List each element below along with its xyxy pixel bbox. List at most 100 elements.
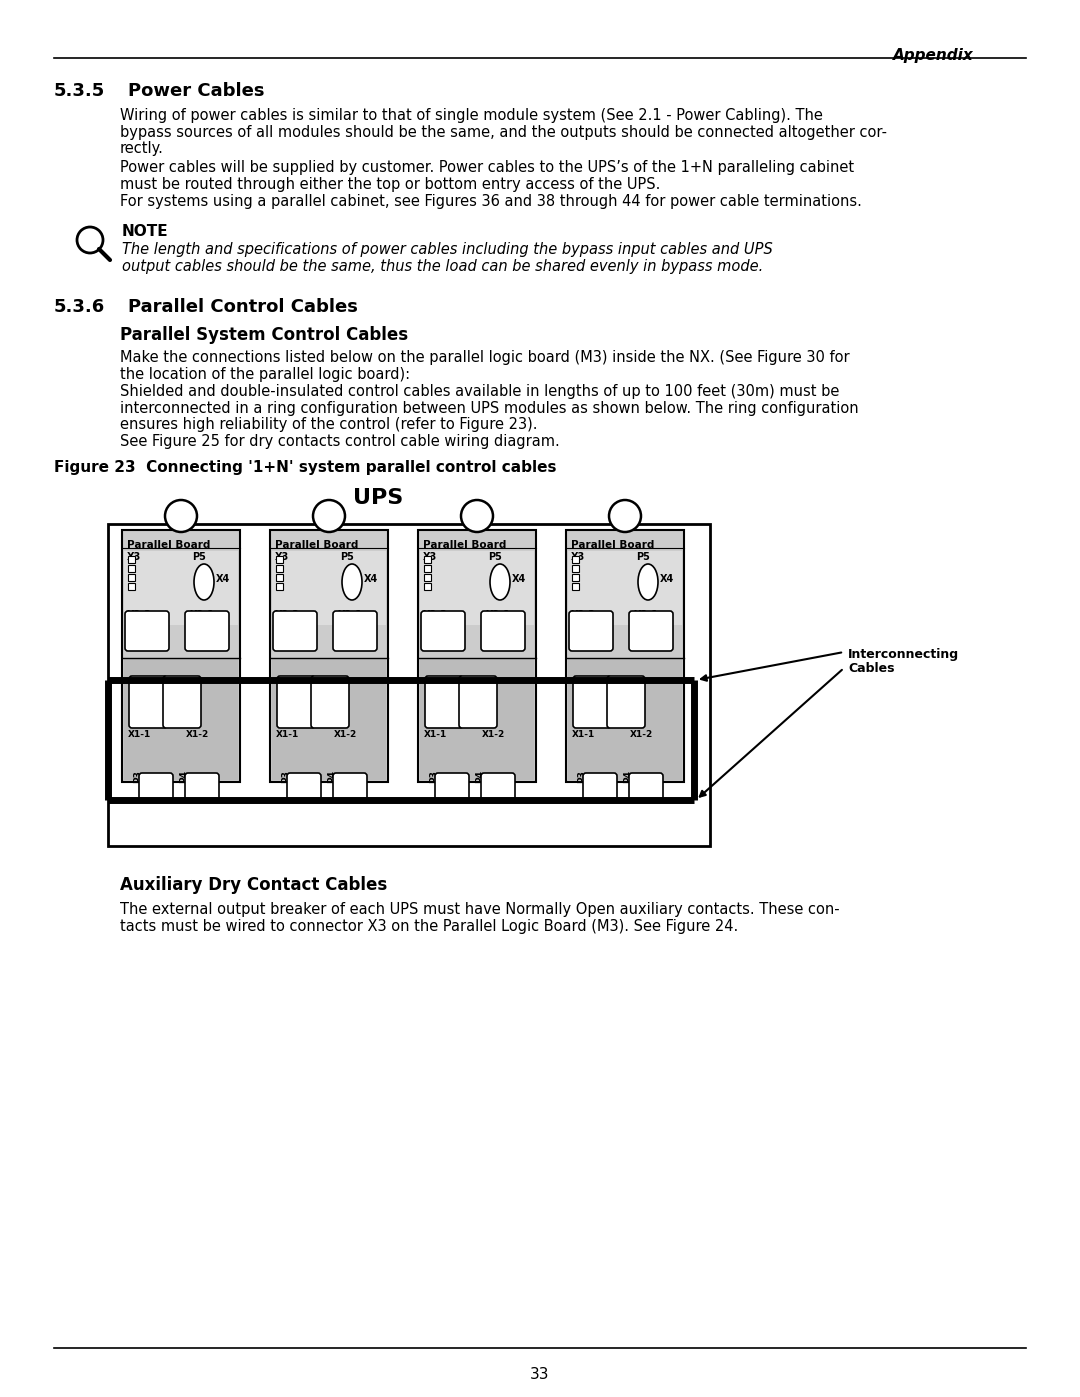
FancyBboxPatch shape xyxy=(311,676,349,728)
Bar xyxy=(276,556,283,563)
Circle shape xyxy=(461,500,492,532)
FancyBboxPatch shape xyxy=(573,676,611,728)
Text: P4: P4 xyxy=(179,770,189,782)
Bar xyxy=(129,574,135,581)
Bar xyxy=(572,556,579,563)
Bar xyxy=(272,658,386,780)
Text: X1-1: X1-1 xyxy=(572,731,595,739)
Text: P4: P4 xyxy=(327,770,337,782)
Bar xyxy=(424,574,431,581)
Text: X2-2: X2-2 xyxy=(127,610,152,620)
Bar xyxy=(122,529,240,782)
Text: X4: X4 xyxy=(660,574,674,584)
Text: the location of the parallel logic board):: the location of the parallel logic board… xyxy=(120,366,410,381)
FancyBboxPatch shape xyxy=(435,773,469,800)
Ellipse shape xyxy=(342,564,362,599)
Text: must be routed through either the top or bottom entry access of the UPS.: must be routed through either the top or… xyxy=(120,176,660,191)
Text: P2: P2 xyxy=(585,698,594,711)
Text: Make the connections listed below on the parallel logic board (M3) inside the NX: Make the connections listed below on the… xyxy=(120,351,850,365)
Text: X2-1: X2-1 xyxy=(486,610,511,620)
Text: P3: P3 xyxy=(430,770,438,782)
Text: Interconnecting: Interconnecting xyxy=(848,648,959,661)
Text: X4: X4 xyxy=(216,574,230,584)
Text: Auxiliary Dry Contact Cables: Auxiliary Dry Contact Cables xyxy=(120,876,388,894)
Text: tacts must be wired to connector X3 on the Parallel Logic Board (M3). See Figure: tacts must be wired to connector X3 on t… xyxy=(120,918,739,933)
FancyBboxPatch shape xyxy=(273,610,318,651)
Text: Parallel Board: Parallel Board xyxy=(571,541,654,550)
Bar xyxy=(272,550,386,624)
Text: See Figure 25 for dry contacts control cable wiring diagram.: See Figure 25 for dry contacts control c… xyxy=(120,434,559,448)
FancyBboxPatch shape xyxy=(629,773,663,800)
Text: Figure 23  Connecting '1+N' system parallel control cables: Figure 23 Connecting '1+N' system parall… xyxy=(54,460,556,475)
Text: Shielded and double-insulated control cables available in lengths of up to 100 f: Shielded and double-insulated control ca… xyxy=(120,384,839,400)
Text: X1-1: X1-1 xyxy=(424,731,447,739)
FancyBboxPatch shape xyxy=(583,773,617,800)
Bar xyxy=(572,583,579,590)
Text: P3: P3 xyxy=(282,770,291,782)
Text: Power cables will be supplied by customer. Power cables to the UPS’s of the 1+N : Power cables will be supplied by custome… xyxy=(120,161,854,175)
Text: ensures high reliability of the control (refer to Figure 23).: ensures high reliability of the control … xyxy=(120,416,538,432)
Text: Parallel Board: Parallel Board xyxy=(127,541,211,550)
FancyBboxPatch shape xyxy=(569,610,613,651)
Bar xyxy=(418,529,536,782)
Text: P1: P1 xyxy=(322,698,330,711)
Bar xyxy=(129,583,135,590)
Text: Parallel System Control Cables: Parallel System Control Cables xyxy=(120,326,408,344)
Text: X2-1: X2-1 xyxy=(338,610,363,620)
Text: 1: 1 xyxy=(175,507,187,525)
Bar xyxy=(568,550,681,624)
FancyBboxPatch shape xyxy=(426,676,463,728)
Text: P5: P5 xyxy=(488,552,502,562)
Bar xyxy=(572,564,579,571)
Text: NOTE: NOTE xyxy=(122,224,168,239)
Circle shape xyxy=(165,500,197,532)
Text: Wiring of power cables is similar to that of single module system (See 2.1 - Pow: Wiring of power cables is similar to tha… xyxy=(120,108,823,123)
Text: X1-2: X1-2 xyxy=(482,731,505,739)
Text: Parallel Board: Parallel Board xyxy=(275,541,359,550)
Text: P4: P4 xyxy=(475,770,485,782)
Bar xyxy=(276,583,283,590)
Text: Appendix: Appendix xyxy=(893,47,974,63)
FancyBboxPatch shape xyxy=(333,773,367,800)
FancyBboxPatch shape xyxy=(276,676,315,728)
FancyBboxPatch shape xyxy=(481,610,525,651)
Text: X4: X4 xyxy=(364,574,378,584)
Bar xyxy=(124,550,238,624)
Bar xyxy=(108,524,710,847)
Text: P5: P5 xyxy=(340,552,354,562)
FancyBboxPatch shape xyxy=(607,676,645,728)
Text: For systems using a parallel cabinet, see Figures 36 and 38 through 44 for power: For systems using a parallel cabinet, se… xyxy=(120,194,862,210)
FancyBboxPatch shape xyxy=(287,773,321,800)
Text: Parallel Control Cables: Parallel Control Cables xyxy=(129,298,357,316)
Text: X1-2: X1-2 xyxy=(186,731,210,739)
Text: X1-1: X1-1 xyxy=(129,731,151,739)
Text: Parallel Board: Parallel Board xyxy=(423,541,507,550)
Text: P4: P4 xyxy=(623,770,633,782)
Bar xyxy=(566,529,684,782)
Text: interconnected in a ring configuration between UPS modules as shown below. The r: interconnected in a ring configuration b… xyxy=(120,401,859,415)
Text: P5: P5 xyxy=(192,552,206,562)
Circle shape xyxy=(609,500,642,532)
Bar xyxy=(420,658,534,780)
Bar xyxy=(276,574,283,581)
Text: Power Cables: Power Cables xyxy=(129,82,265,101)
FancyBboxPatch shape xyxy=(629,610,673,651)
Text: rectly.: rectly. xyxy=(120,141,164,156)
Bar xyxy=(276,564,283,571)
Text: X2-1: X2-1 xyxy=(190,610,215,620)
FancyBboxPatch shape xyxy=(185,610,229,651)
Bar xyxy=(270,529,388,782)
Text: Cables: Cables xyxy=(848,662,894,675)
Text: 33: 33 xyxy=(530,1368,550,1382)
Text: The external output breaker of each UPS must have Normally Open auxiliary contac: The external output breaker of each UPS … xyxy=(120,902,839,916)
Text: P1: P1 xyxy=(618,698,626,711)
Text: X1-2: X1-2 xyxy=(334,731,357,739)
Text: P1: P1 xyxy=(174,698,183,711)
Text: output cables should be the same, thus the load can be shared evenly in bypass m: output cables should be the same, thus t… xyxy=(122,258,764,274)
Text: X1-2: X1-2 xyxy=(630,731,653,739)
Text: P3: P3 xyxy=(578,770,586,782)
Text: UPS: UPS xyxy=(353,488,403,509)
Text: 3: 3 xyxy=(471,507,483,525)
FancyBboxPatch shape xyxy=(421,610,465,651)
Text: The length and specifications of power cables including the bypass input cables : The length and specifications of power c… xyxy=(122,242,773,257)
